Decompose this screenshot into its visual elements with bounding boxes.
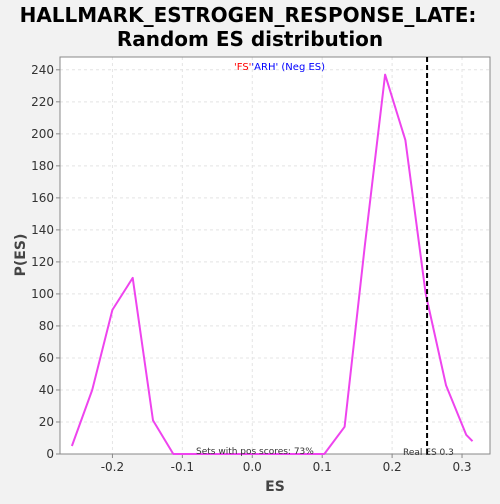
y-tick-label: 40 [39,383,54,397]
pos-scores-label: Sets with pos scores: 73% [196,447,314,457]
legend: 'FS''ARH' (Neg ES) [234,62,325,73]
chart-title-line1: HALLMARK_ESTROGEN_RESPONSE_LATE: [20,3,477,27]
chart-title-line2: Random ES distribution [117,27,383,51]
y-tick-label: 220 [31,95,54,109]
grid-lines [60,57,490,455]
y-tick-label: 20 [39,415,54,429]
x-tick-label: 0.0 [243,460,262,474]
y-tick-label: 120 [31,255,54,269]
y-tick-label: 60 [39,351,54,365]
real-es-label: Real ES 0.3 [403,448,454,458]
y-tick-label: 80 [39,319,54,333]
y-axis-title: P(ES) [13,234,29,277]
y-tick-label: 240 [31,63,54,77]
y-tick-label: 160 [31,191,54,205]
y-tick-label: 200 [31,127,54,141]
x-tick-label: 0.3 [452,460,471,474]
x-tick-label: -0.1 [171,460,194,474]
y-tick-label: 100 [31,287,54,301]
plot-area [60,57,490,454]
y-tick-label: 180 [31,159,54,173]
axis-ticks: 0 20 40 60 80 100 120 140 160 180 200 220 240 -0.2 -0.… [31,63,471,474]
y-tick-label: 140 [31,223,54,237]
x-tick-label: 0.2 [383,460,402,474]
x-axis-title: ES [265,479,285,495]
legend-part1: 'FS' [234,62,251,73]
x-tick-label: 0.1 [313,460,332,474]
y-tick-label: 0 [46,447,54,461]
es-distribution-line [70,73,474,455]
legend-part2: 'ARH' (Neg ES) [251,62,325,73]
x-tick-label: -0.2 [101,460,124,474]
